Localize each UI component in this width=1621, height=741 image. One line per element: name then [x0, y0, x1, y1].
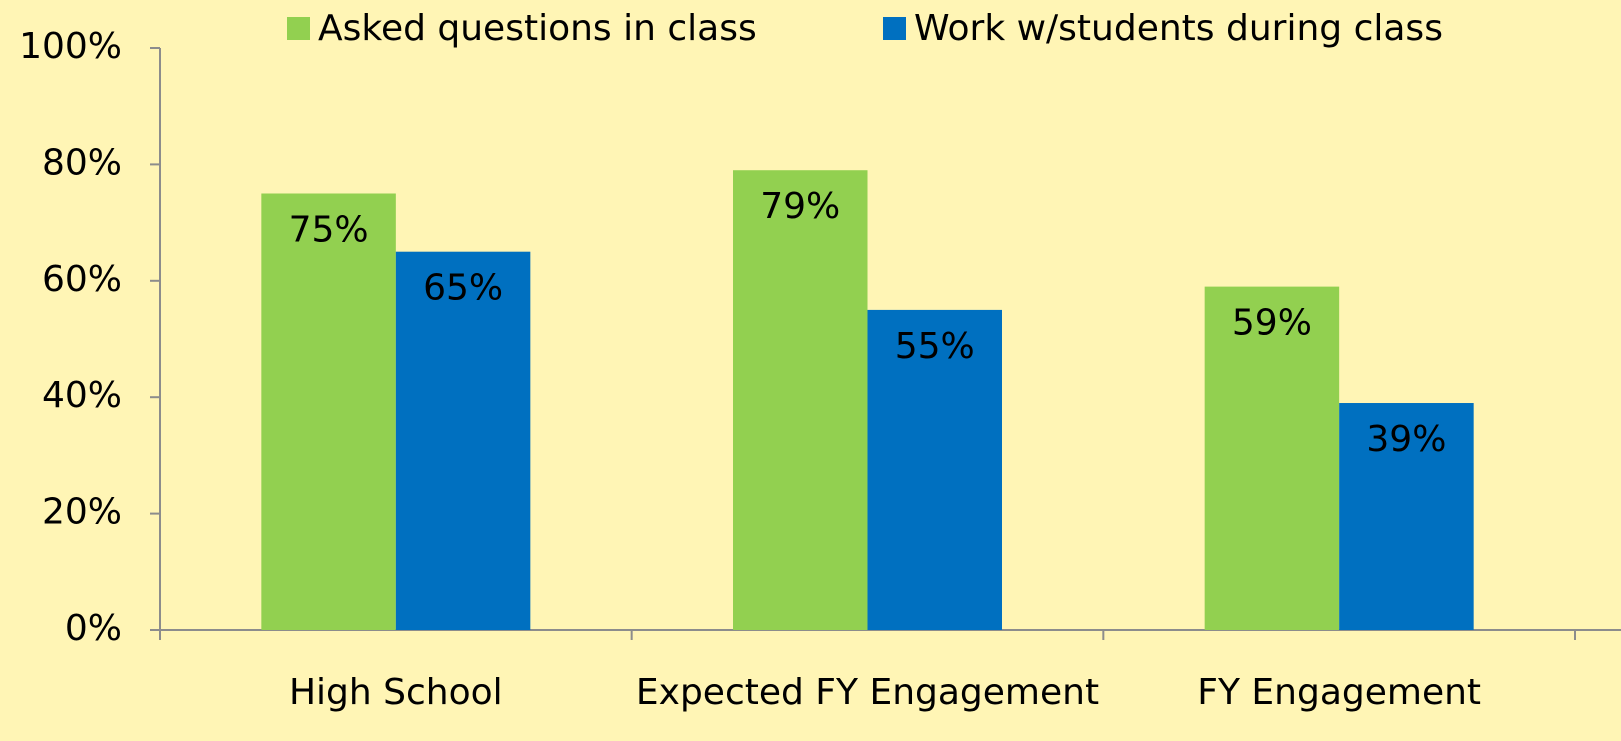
data-label: 75% [289, 210, 369, 251]
legend-label: Asked questions in class [318, 8, 757, 49]
bar [867, 309, 1002, 630]
data-label: 55% [895, 326, 975, 367]
legend-label: Work w/students during class [914, 8, 1443, 49]
data-label: 39% [1366, 419, 1446, 460]
y-tick-label: 80% [42, 142, 122, 183]
legend-swatch [883, 17, 906, 40]
data-label: 79% [760, 186, 840, 227]
x-tick-label: High School [289, 672, 503, 713]
bar [1339, 403, 1474, 630]
y-tick-label: 100% [19, 26, 122, 67]
y-tick-label: 60% [42, 259, 122, 300]
x-tick-label: Expected FY Engagement [636, 672, 1099, 713]
bar [733, 170, 868, 630]
bar [261, 193, 396, 630]
legend-swatch [287, 17, 310, 40]
x-tick-label: FY Engagement [1197, 672, 1481, 713]
data-label: 65% [423, 268, 503, 309]
data-label: 59% [1232, 303, 1312, 344]
y-tick-label: 20% [42, 492, 122, 533]
bar [1204, 286, 1340, 630]
y-tick-label: 40% [42, 375, 122, 416]
bar [395, 251, 531, 630]
y-tick-label: 0% [65, 608, 122, 649]
